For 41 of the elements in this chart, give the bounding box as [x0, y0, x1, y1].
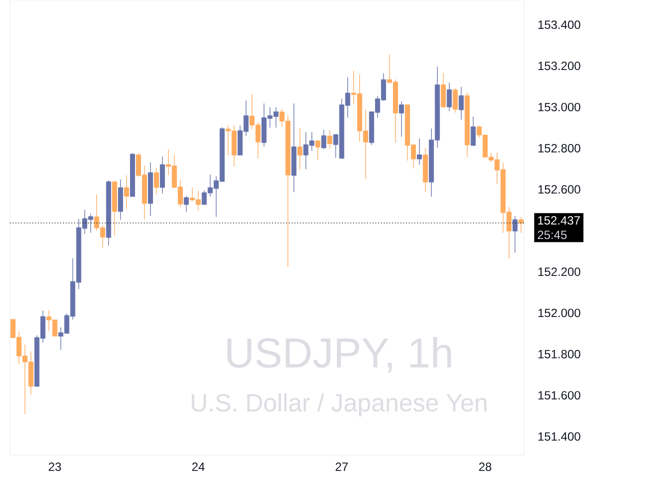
candlestick	[106, 180, 112, 246]
candlestick	[440, 72, 446, 108]
y-tick-label: 153.000	[538, 102, 580, 112]
candlestick	[452, 88, 458, 113]
y-tick-label: 152.600	[538, 185, 580, 194]
candlestick	[124, 175, 130, 210]
candlestick	[321, 130, 326, 150]
candlestick	[297, 128, 302, 170]
candlestick	[446, 82, 452, 112]
candlestick	[416, 138, 422, 165]
candlestick	[458, 86, 464, 120]
candlestick	[130, 153, 136, 197]
x-tick-label: 24	[192, 462, 205, 471]
y-tick-label: 151.400	[538, 432, 580, 441]
candlestick	[160, 156, 165, 194]
candlestick	[118, 179, 124, 220]
candlestick	[512, 216, 518, 253]
x-tick-label: 27	[336, 462, 348, 471]
candlestick	[470, 116, 476, 146]
y-tick-label: 151.800	[538, 350, 580, 358]
candlestick	[398, 101, 404, 137]
candlestick	[315, 140, 320, 160]
x-tick-label: 28	[479, 462, 492, 471]
y-tick-label: 151.600	[538, 391, 580, 400]
candlestick	[291, 103, 296, 192]
text: 25:45	[538, 230, 567, 240]
candlestick	[464, 92, 470, 157]
candlestick	[184, 196, 189, 212]
x-tick-label: 23	[48, 462, 61, 471]
ref-line-label: 152.437	[538, 216, 580, 225]
y-tick-label: 152.000	[538, 308, 580, 318]
y-tick-label: 153.400	[538, 20, 580, 29]
candlestick	[327, 130, 332, 149]
candlestick	[154, 168, 159, 194]
candlestick	[148, 162, 153, 216]
y-tick-label: 153.200	[538, 62, 580, 70]
candlestick	[518, 217, 524, 233]
y-tick-label: 152.800	[538, 144, 580, 152]
candlestick	[112, 180, 118, 236]
candlestick	[422, 148, 428, 192]
y-tick-label: 152.200	[538, 268, 580, 276]
